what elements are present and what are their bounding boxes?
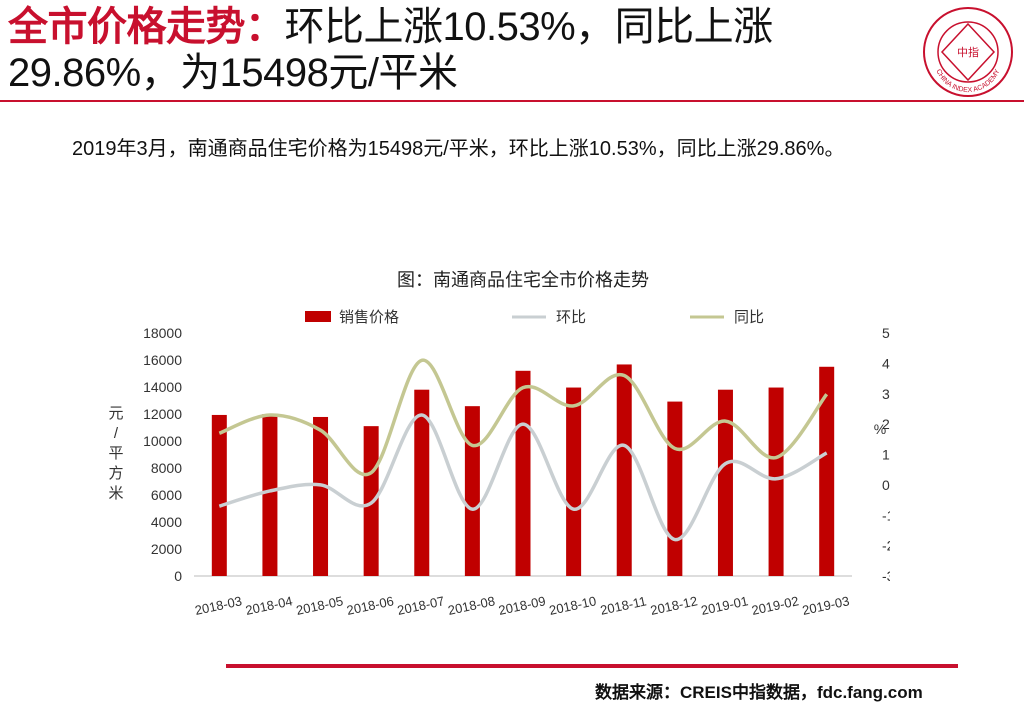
line-yoy (218, 358, 829, 477)
x-tick-2018-08: 2018-08 (447, 593, 497, 618)
x-tick-2018-09: 2018-09 (497, 593, 547, 618)
y-left-label-char: 平 (108, 445, 123, 462)
x-tick-2018-07: 2018-07 (396, 593, 446, 618)
data-source: 数据来源：CREIS中指数据，fdc.fang.com (595, 683, 923, 702)
y-right-tick: 30 (882, 386, 890, 402)
bar-2019-03 (819, 366, 835, 576)
line-mom (218, 413, 828, 542)
bar-2018-07 (414, 389, 430, 576)
y-right-label: % (874, 421, 886, 437)
legend-label-0: 销售价格 (339, 309, 399, 326)
bar-2018-10 (566, 387, 582, 576)
y-right-tick: -20 (882, 538, 890, 554)
y-left-tick: 0 (174, 568, 182, 584)
y-right-tick: 10 (882, 447, 890, 463)
y-left-label-char: 米 (108, 485, 123, 502)
logo-text: 中指 (957, 45, 979, 59)
y-left-tick: 14000 (143, 379, 182, 395)
bar-2018-05 (313, 416, 329, 576)
y-left-label-char: / (114, 425, 119, 442)
title-highlight: 全市价格走势： (8, 5, 285, 49)
source-divider (226, 664, 958, 668)
x-tick-2018-04: 2018-04 (244, 593, 294, 618)
x-tick-2018-05: 2018-05 (295, 593, 345, 618)
y-left-tick: 2000 (151, 541, 182, 557)
y-right-tick: 50 (882, 325, 890, 341)
x-tick-2018-10: 2018-10 (548, 593, 598, 618)
y-left-tick: 10000 (143, 433, 182, 449)
bar-2019-01 (717, 389, 733, 576)
bar-2018-04 (262, 414, 278, 576)
page-title: 全市价格走势：环比上涨10.53%，同比上涨29.86%，为15498元/平米 (8, 4, 908, 96)
y-right-tick: 0 (882, 477, 890, 493)
bar-2018-11 (616, 364, 632, 576)
title-rest: 环比上涨10.53%，同比上涨29.86%，为15498元/平米 (8, 5, 773, 95)
bar-2018-12 (667, 401, 683, 576)
x-tick-2018-03: 2018-03 (193, 593, 243, 618)
y-left-tick: 6000 (151, 487, 182, 503)
y-left-label-char: 方 (108, 465, 123, 482)
y-left-tick: 8000 (151, 460, 182, 476)
x-tick-2019-02: 2019-02 (750, 593, 800, 618)
academy-logo: CHINA INDEX ACADEMY 中指 (923, 7, 1013, 97)
y-left-tick: 18000 (143, 325, 182, 341)
chart-title: 图：南通商品住宅全市价格走势 (397, 270, 649, 290)
legend-swatch-0 (305, 311, 331, 322)
x-tick-2018-11: 2018-11 (599, 593, 648, 617)
y-right-tick: -30 (882, 568, 890, 584)
y-left-tick: 16000 (143, 352, 182, 368)
y-left-tick: 12000 (143, 406, 182, 422)
y-right-tick: 40 (882, 355, 890, 371)
legend-label-1: 环比 (556, 309, 586, 326)
summary-text: 2019年3月，南通商品住宅价格为15498元/平米，环比上涨10.53%，同比… (72, 138, 845, 160)
bar-2018-08 (464, 406, 480, 576)
x-tick-2019-03: 2019-03 (801, 593, 851, 618)
x-tick-2019-01: 2019-01 (700, 593, 750, 618)
legend-label-2: 同比 (734, 309, 764, 326)
y-left-tick: 4000 (151, 514, 182, 530)
bar-2019-02 (768, 387, 784, 576)
x-tick-2018-12: 2018-12 (649, 593, 699, 618)
y-left-label-char: 元 (108, 405, 123, 422)
y-right-tick: -10 (882, 507, 890, 523)
y-right-tick: 20 (882, 416, 890, 432)
bar-2018-09 (515, 370, 531, 576)
title-divider (0, 100, 1024, 102)
bar-2018-03 (211, 414, 227, 576)
x-tick-2018-06: 2018-06 (345, 593, 395, 618)
